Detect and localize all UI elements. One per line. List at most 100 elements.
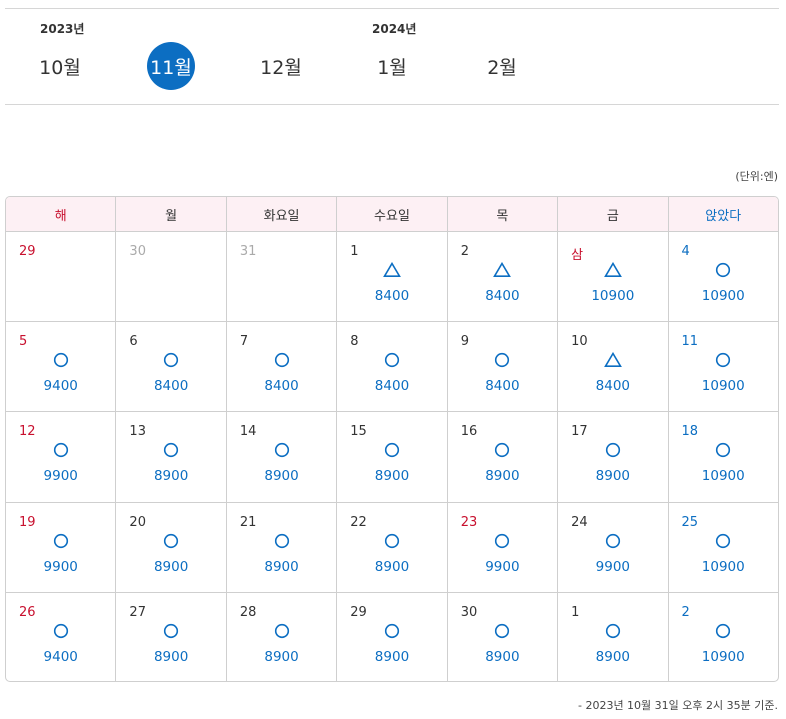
- calendar-day-cell[interactable]: 23 9900: [448, 502, 559, 592]
- calendar-day-cell[interactable]: 5 9400: [6, 322, 117, 412]
- calendar-day-cell[interactable]: 11 10900: [669, 322, 778, 411]
- calendar-day-cell[interactable]: 16 8900: [448, 412, 559, 502]
- day-number: 18: [681, 424, 699, 440]
- availability-circle-icon: [493, 533, 511, 549]
- day-number: 25: [681, 514, 699, 530]
- availability-circle-icon: [714, 623, 732, 639]
- day-number: 29: [19, 244, 36, 259]
- availability-circle-icon: [383, 442, 401, 458]
- calendar-day-cell[interactable]: 12 9900: [6, 412, 117, 502]
- availability-circle-icon: [273, 623, 291, 639]
- weekday-header-friday: 금: [558, 197, 669, 231]
- availability-circle-icon: [162, 442, 180, 458]
- calendar-grid: 29 30 31 1 8400 2 8400 삼 10900 4 10900 5 9400 6 8400 7 8…: [6, 232, 778, 681]
- availability-circle-icon: [162, 623, 180, 639]
- month-tab-november[interactable]: 11월: [147, 42, 195, 90]
- day-price: 10900: [701, 648, 745, 665]
- calendar-day-cell[interactable]: 14 8900: [227, 412, 338, 502]
- price-calendar: 해 월 화요일 수요일 목 금 앉았다 29 30 31 1 8400 2 8400 삼 109…: [5, 196, 779, 682]
- calendar-day-cell[interactable]: 28 8900: [227, 592, 338, 681]
- calendar-day-cell[interactable]: 19 9900: [6, 502, 117, 592]
- calendar-day-cell[interactable]: 27 8900: [116, 592, 227, 681]
- day-number: 24: [571, 514, 588, 530]
- calendar-day-cell: 31: [227, 232, 338, 322]
- availability-triangle-icon: [383, 262, 401, 278]
- day-price: 10900: [701, 558, 745, 575]
- availability-circle-icon: [714, 352, 732, 368]
- day-price: 8400: [485, 378, 520, 395]
- month-tab-december[interactable]: 12월: [260, 56, 302, 79]
- availability-circle-icon: [162, 533, 180, 549]
- calendar-day-cell[interactable]: 15 8900: [337, 412, 448, 502]
- day-price: 8900: [153, 558, 189, 575]
- calendar-day-cell[interactable]: 10 8400: [558, 322, 669, 412]
- calendar-day-cell: 29: [6, 232, 117, 322]
- calendar-day-cell[interactable]: 30 8900: [448, 592, 559, 681]
- calendar-week-row: 12 9900 13 8900 14 8900 15 8900 16 8900 17 8900 18 10…: [6, 412, 778, 503]
- calendar-day-cell[interactable]: 22 8900: [337, 502, 448, 592]
- calendar-day-cell[interactable]: 17 8900: [558, 412, 669, 502]
- day-price: 8900: [485, 468, 520, 485]
- calendar-day-cell[interactable]: 7 8400: [227, 322, 338, 412]
- calendar-day-cell[interactable]: 24 9900: [558, 502, 669, 592]
- day-number: 17: [571, 424, 588, 440]
- calendar-day-cell[interactable]: 1 8900: [558, 592, 669, 681]
- day-number: 27: [129, 604, 146, 620]
- calendar-day-cell[interactable]: 2 8400: [448, 232, 559, 322]
- day-price: 9900: [485, 558, 520, 575]
- calendar-day-cell[interactable]: 9 8400: [448, 322, 559, 412]
- availability-circle-icon: [52, 442, 70, 458]
- availability-circle-icon: [493, 623, 511, 639]
- day-number: 12: [19, 424, 36, 440]
- year-label-2024: 2024년: [372, 22, 417, 36]
- availability-circle-icon: [714, 533, 732, 549]
- calendar-day-cell[interactable]: 8 8400: [337, 322, 448, 412]
- day-number: 5: [19, 334, 28, 350]
- calendar-day-cell[interactable]: 1 8400: [337, 232, 448, 322]
- availability-circle-icon: [162, 352, 180, 368]
- day-price: 8900: [374, 558, 410, 575]
- month-tab-february[interactable]: 2월: [487, 56, 517, 79]
- day-price: 8400: [595, 378, 630, 395]
- availability-triangle-icon: [603, 352, 622, 368]
- day-price: 8400: [374, 288, 410, 304]
- day-price: 8400: [485, 288, 520, 304]
- month-tab-october[interactable]: 10월: [39, 56, 81, 79]
- day-number: 30: [460, 604, 478, 620]
- calendar-day-cell[interactable]: 25 10900: [669, 503, 778, 592]
- calendar-day-cell[interactable]: 20 8900: [116, 502, 227, 592]
- day-price: 10900: [701, 468, 745, 485]
- calendar-week-row: 26 9400 27 8900 28 8900 29 8900 30 8900 1 8900 2 1090…: [6, 592, 778, 681]
- calendar-week-row: 19 9900 20 8900 21 8900 22 8900 23 9900 24 9900 25 10…: [6, 502, 778, 593]
- day-price: 8900: [485, 648, 520, 665]
- day-number: 7: [239, 334, 249, 350]
- day-number: 1: [571, 604, 580, 620]
- availability-circle-icon: [52, 623, 70, 639]
- day-number: 2: [460, 244, 469, 259]
- day-number: 4: [681, 244, 690, 259]
- calendar-week-row: 29 30 31 1 8400 2 8400 삼 10900 4 10900: [6, 232, 778, 323]
- day-price: 8400: [153, 378, 189, 395]
- calendar-day-cell[interactable]: 29 8900: [337, 592, 448, 681]
- day-number: 16: [460, 424, 478, 440]
- day-price: 8400: [264, 378, 299, 395]
- calendar-day-cell[interactable]: 삼 10900: [558, 232, 669, 322]
- day-number: 29: [350, 604, 367, 620]
- calendar-day-cell[interactable]: 13 8900: [116, 412, 227, 502]
- calendar-day-cell[interactable]: 26 9400: [6, 592, 117, 681]
- day-number: 13: [129, 424, 146, 440]
- calendar-day-cell[interactable]: 18 10900: [669, 412, 778, 501]
- calendar-day-cell[interactable]: 21 8900: [227, 502, 338, 592]
- weekday-header-sunday: 해: [6, 197, 117, 231]
- day-price: 8400: [374, 378, 410, 395]
- day-price: 8900: [153, 468, 189, 485]
- calendar-day-cell[interactable]: 2 10900: [669, 593, 778, 681]
- year-label-2023: 2023년: [40, 22, 85, 36]
- calendar-day-cell[interactable]: 6 8400: [116, 322, 227, 412]
- availability-circle-icon: [52, 352, 70, 368]
- calendar-day-cell[interactable]: 4 10900: [669, 232, 778, 321]
- availability-circle-icon: [273, 533, 291, 549]
- day-number: 8: [350, 334, 359, 350]
- month-tab-january[interactable]: 1월: [377, 56, 407, 79]
- availability-circle-icon: [273, 352, 291, 368]
